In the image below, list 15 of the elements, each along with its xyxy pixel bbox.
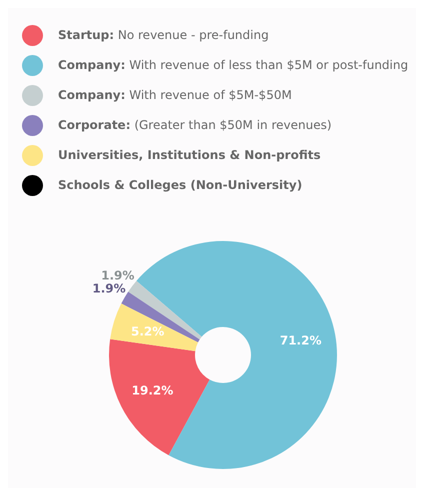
data-label: 5.2% (130, 324, 164, 338)
data-label: 71.2% (280, 334, 322, 348)
legend-label: Schools & Colleges (Non-University) (58, 178, 302, 192)
data-label: 1.9% (92, 281, 126, 296)
data-label: 19.2% (132, 384, 174, 398)
donut-slice (121, 292, 200, 342)
legend-label: Universities, Institutions & Non-profits (58, 148, 321, 162)
donut-slice (128, 280, 202, 340)
legend-label: Company: With revenue of less than $5M or post-funding (58, 58, 408, 72)
legend-label: Startup: No revenue - pre-funding (58, 28, 269, 42)
legend-label: Company: With revenue of $5M-$50M (58, 88, 292, 102)
data-label: 1.9% (101, 268, 134, 282)
donut-slice (109, 339, 210, 456)
donut-slice (110, 304, 198, 352)
legend-label: Corporate: (Greater than $50M in revenues) (58, 118, 332, 132)
